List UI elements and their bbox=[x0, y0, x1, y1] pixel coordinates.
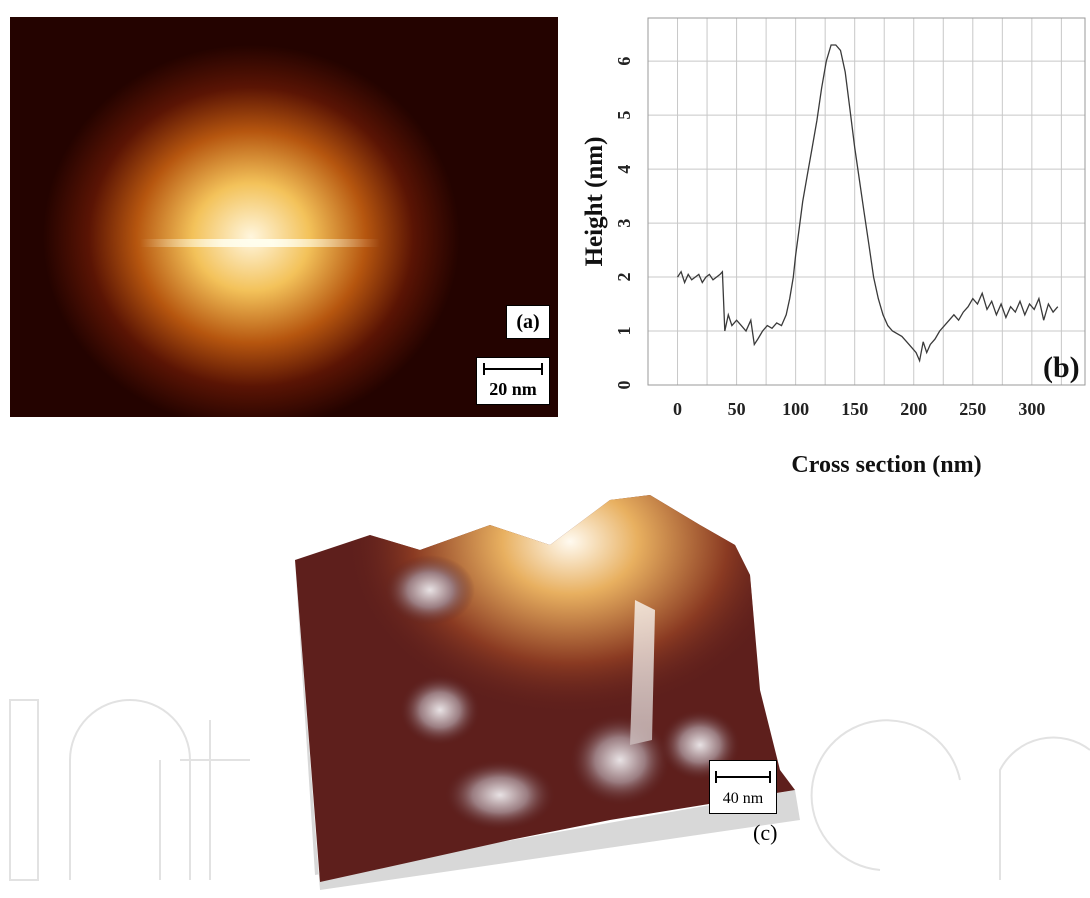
y-tick-label: 2 bbox=[614, 273, 634, 282]
scale-bar-line bbox=[715, 771, 771, 783]
y-tick-label: 1 bbox=[614, 327, 634, 336]
scale-bar-text: 40 nm bbox=[722, 790, 764, 807]
x-tick-label: 100 bbox=[782, 399, 809, 419]
x-tick-label: 250 bbox=[959, 399, 986, 419]
surface-ridge bbox=[630, 600, 655, 745]
x-tick-label: 150 bbox=[841, 399, 868, 419]
surface-bump bbox=[385, 555, 475, 625]
surface-bump bbox=[570, 715, 670, 805]
panel-b-label: (b) bbox=[1043, 351, 1080, 384]
panel-a-label: (a) bbox=[506, 305, 550, 339]
chart-svg: 0 1 2 3 4 5 6 0 50 100 150 200 250 300 Height (nm) C… bbox=[581, 17, 1086, 478]
x-tick-label: 50 bbox=[728, 399, 746, 419]
scale-bar-text: 20 nm bbox=[489, 379, 537, 399]
panel-c-scale-bar: 40 nm bbox=[709, 760, 777, 814]
x-tick-label: 0 bbox=[673, 399, 682, 419]
afm-3d-surface bbox=[295, 495, 800, 890]
y-tick-label: 0 bbox=[614, 381, 634, 390]
panel-c-label: (c) bbox=[753, 820, 778, 845]
height-profile-chart: 0 1 2 3 4 5 6 0 50 100 150 200 250 300 Height (nm) C… bbox=[570, 10, 1090, 480]
scan-line-highlight bbox=[140, 239, 380, 247]
y-tick-label: 4 bbox=[614, 165, 634, 174]
y-axis-label: Height (nm) bbox=[581, 137, 608, 267]
y-tick-label: 5 bbox=[614, 111, 634, 120]
surface-bump bbox=[400, 675, 480, 745]
x-axis-label: Cross section (nm) bbox=[791, 452, 981, 478]
x-tick-labels: 0 50 100 150 200 250 300 bbox=[673, 399, 1045, 419]
series-line-height bbox=[676, 44, 1059, 363]
y-tick-label: 6 bbox=[614, 57, 634, 66]
afm-2d-image: (a) 20 nm bbox=[10, 17, 558, 417]
panel-a-scale-bar: 20 nm bbox=[476, 357, 550, 405]
x-tick-label: 200 bbox=[900, 399, 927, 419]
y-tick-label: 3 bbox=[614, 219, 634, 228]
plot-frame bbox=[647, 17, 1086, 386]
x-tick-label: 300 bbox=[1018, 399, 1045, 419]
chart-grid bbox=[647, 18, 1085, 386]
y-tick-labels: 0 1 2 3 4 5 6 bbox=[614, 57, 634, 390]
surface-bump bbox=[445, 760, 555, 830]
scale-bar-line bbox=[483, 363, 543, 375]
